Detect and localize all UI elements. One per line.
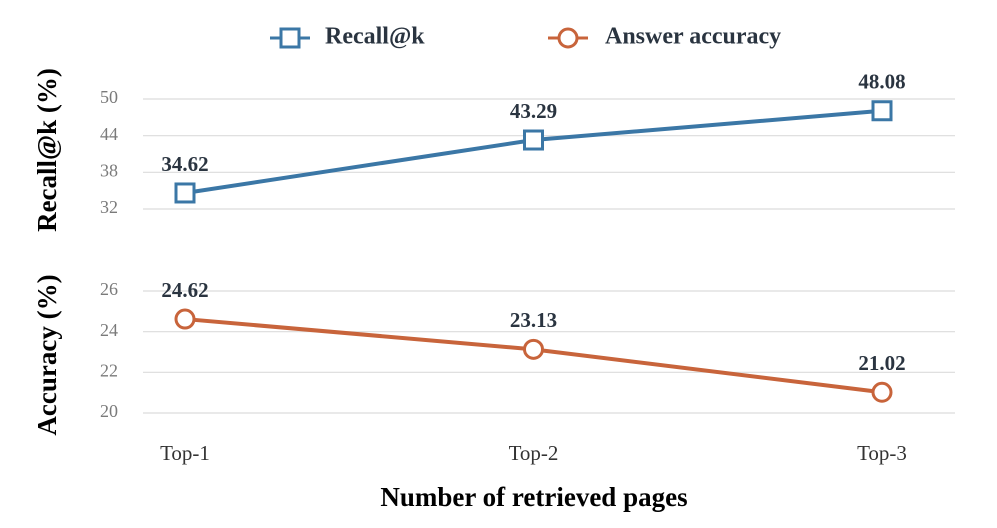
y-axis-label: Recall@k (%) — [32, 68, 62, 232]
data-label: 23.13 — [510, 308, 557, 332]
x-tick-label: Top-3 — [857, 441, 907, 465]
point-marker — [174, 182, 196, 204]
y-tick-label: 26 — [100, 279, 118, 299]
point-marker — [174, 308, 196, 330]
x-axis-label: Number of retrieved pages — [380, 482, 687, 512]
legend-label: Answer accuracy — [605, 24, 781, 50]
point-marker — [871, 100, 893, 122]
data-label: 48.08 — [858, 70, 905, 94]
x-tick-label: Top-1 — [160, 441, 210, 465]
y-tick-label: 24 — [100, 320, 118, 340]
y-tick-label: 50 — [100, 87, 118, 107]
y-tick-label: 32 — [100, 197, 118, 217]
legend-marker — [279, 27, 301, 49]
legend-label: Recall@k — [325, 24, 425, 50]
point-marker — [523, 129, 544, 151]
y-tick-label: 44 — [100, 124, 118, 144]
y-tick-label: 20 — [100, 401, 118, 421]
legend-marker — [557, 27, 579, 49]
data-label: 24.62 — [161, 278, 208, 302]
x-tick-label: Top-2 — [509, 441, 559, 465]
y-tick-label: 38 — [100, 160, 118, 180]
data-label: 43.29 — [510, 99, 557, 123]
data-label: 21.02 — [858, 351, 905, 375]
point-marker — [871, 381, 893, 403]
data-label: 34.62 — [161, 152, 208, 176]
y-axis-label: Accuracy (%) — [32, 274, 62, 435]
y-tick-label: 22 — [100, 360, 118, 380]
series-line — [184, 108, 883, 195]
point-marker — [523, 338, 544, 360]
